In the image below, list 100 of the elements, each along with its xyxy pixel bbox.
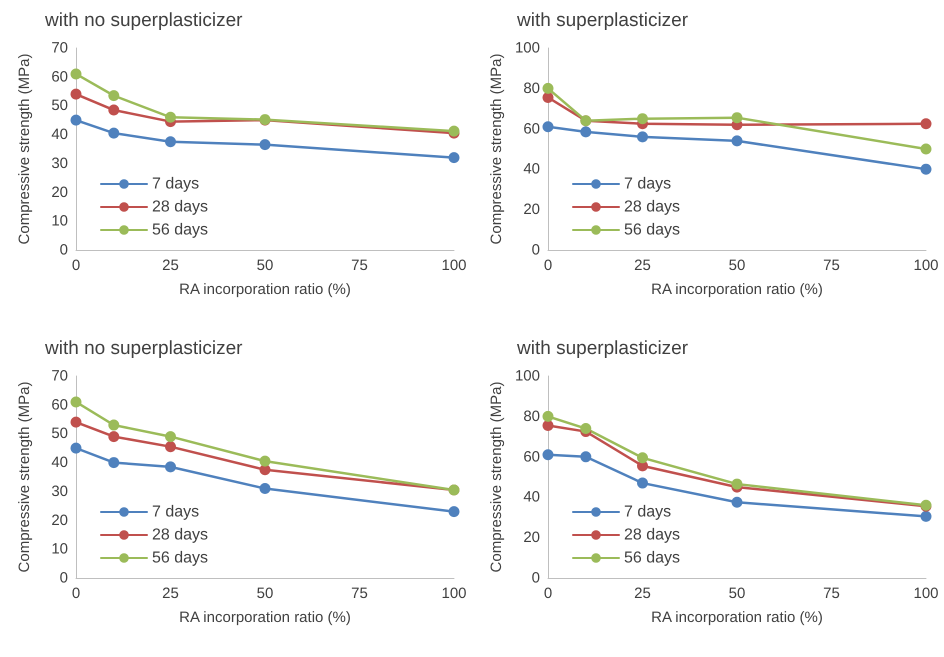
point [542, 410, 554, 422]
y-tick-label: 100 [514, 40, 540, 56]
x-tick-label: 75 [351, 585, 368, 602]
y-tick-label: 100 [514, 368, 540, 384]
x-axis-title: RA incorporation ratio (%) [179, 281, 351, 298]
point [70, 114, 82, 126]
point [448, 506, 460, 518]
point [70, 416, 82, 428]
x-tick-label: 50 [728, 585, 746, 602]
x-tick-label: 25 [162, 257, 179, 274]
point [920, 144, 932, 154]
y-tick-label: 0 [532, 242, 540, 258]
y-tick-label: 10 [51, 540, 68, 558]
point [70, 442, 82, 454]
chart-title: with superplasticizer [516, 10, 689, 31]
point [637, 478, 648, 489]
point [732, 478, 742, 490]
x-axis-title: RA incorporation ratio (%) [179, 609, 351, 626]
y-tick-label: 0 [532, 570, 540, 586]
x-tick-label: 75 [823, 257, 840, 274]
point [580, 126, 592, 138]
y-tick-label: 70 [51, 368, 68, 384]
legend-label: 7 days [152, 176, 200, 192]
point [637, 113, 648, 124]
y-tick-label: 0 [60, 242, 68, 258]
y-axis-title: Compressive strength (MPa) [16, 382, 33, 572]
x-tick-label: 100 [913, 257, 939, 274]
x-tick-label: 0 [72, 585, 80, 602]
point [732, 135, 742, 146]
legend-label: 28 days [624, 526, 680, 544]
point [732, 112, 742, 124]
point [108, 431, 120, 442]
x-tick-label: 50 [728, 257, 746, 274]
y-tick-label: 20 [51, 184, 68, 201]
point [542, 92, 554, 103]
point [448, 152, 460, 164]
y-tick-label: 60 [523, 448, 540, 466]
point [260, 483, 270, 494]
y-tick-label: 20 [51, 512, 68, 529]
y-tick-label: 20 [523, 529, 540, 546]
x-axis-title: RA incorporation ratio (%) [651, 609, 823, 626]
legend-label: 56 days [624, 222, 680, 238]
chart-title: with superplasticizer [516, 338, 689, 359]
point [70, 396, 82, 408]
point [542, 121, 554, 132]
legend-label: 7 days [624, 504, 672, 520]
x-axis-title: RA incorporation ratio (%) [651, 281, 823, 298]
x-tick-label: 25 [162, 585, 179, 602]
x-tick-label: 75 [823, 585, 840, 602]
y-tick-label: 30 [51, 154, 68, 172]
x-tick-label: 50 [256, 257, 274, 274]
legend-label: 28 days [624, 198, 680, 216]
x-tick-label: 0 [544, 257, 552, 274]
point [108, 90, 120, 102]
point [108, 420, 120, 431]
x-tick-label: 0 [544, 585, 552, 602]
point [108, 457, 120, 468]
legend-label: 28 days [152, 526, 208, 544]
point [70, 68, 82, 80]
x-tick-label: 25 [634, 585, 651, 602]
point [637, 131, 648, 142]
point [165, 136, 176, 148]
point [542, 449, 554, 460]
x-tick-label: 100 [441, 585, 467, 602]
legend-label: 7 days [152, 504, 200, 520]
point [260, 139, 270, 150]
point [260, 456, 270, 467]
y-tick-label: 80 [523, 80, 540, 97]
point [70, 88, 82, 100]
point [580, 451, 592, 462]
x-tick-label: 100 [913, 585, 939, 602]
point [165, 441, 176, 452]
y-tick-label: 40 [523, 488, 540, 506]
point [165, 461, 176, 472]
legend-label: 56 days [152, 222, 208, 238]
y-tick-label: 80 [523, 408, 540, 425]
y-tick-label: 60 [523, 120, 540, 138]
y-tick-label: 60 [51, 68, 68, 86]
y-tick-label: 40 [51, 126, 68, 144]
chart-title: with no superplasticizer [44, 10, 244, 31]
point [920, 118, 932, 130]
point [920, 164, 932, 175]
y-tick-label: 0 [60, 570, 68, 586]
legend-label: 7 days [624, 176, 672, 192]
point [542, 82, 554, 94]
y-tick-label: 10 [51, 212, 68, 230]
y-axis-title: Compressive strength (MPa) [488, 54, 505, 244]
y-tick-label: 40 [523, 160, 540, 178]
y-tick-label: 40 [51, 454, 68, 472]
point [580, 423, 592, 434]
chart-title: with no superplasticizer [44, 338, 244, 359]
y-tick-label: 30 [51, 482, 68, 500]
point [920, 510, 932, 522]
point [165, 431, 176, 442]
y-tick-label: 60 [51, 396, 68, 414]
legend-label: 56 days [624, 550, 680, 566]
x-tick-label: 100 [441, 257, 467, 274]
point [165, 112, 176, 123]
y-tick-label: 50 [51, 97, 68, 114]
legend-label: 28 days [152, 198, 208, 216]
